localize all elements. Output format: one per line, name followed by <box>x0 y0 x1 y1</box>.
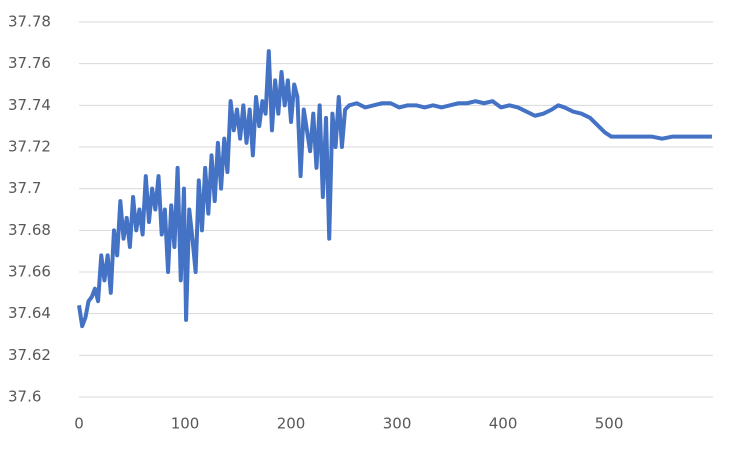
x-tick-label: 400 <box>489 415 518 433</box>
x-tick-label: 0 <box>74 415 84 433</box>
y-tick-label: 37.74 <box>8 96 51 114</box>
y-tick-label: 37.7 <box>8 179 41 197</box>
y-tick-label: 37.68 <box>8 221 51 239</box>
x-tick-label: 300 <box>383 415 412 433</box>
y-tick-label: 37.76 <box>8 54 51 72</box>
y-tick-label: 37.64 <box>8 304 51 322</box>
x-tick-label: 500 <box>595 415 624 433</box>
y-tick-label: 37.72 <box>8 138 51 156</box>
x-tick-label: 100 <box>171 415 200 433</box>
y-tick-label: 37.78 <box>8 13 51 31</box>
data-line <box>77 49 712 329</box>
y-tick-label: 37.66 <box>8 263 51 281</box>
y-tick-label: 37.62 <box>8 346 51 364</box>
y-tick-label: 37.6 <box>8 388 41 406</box>
x-tick-label: 200 <box>277 415 306 433</box>
